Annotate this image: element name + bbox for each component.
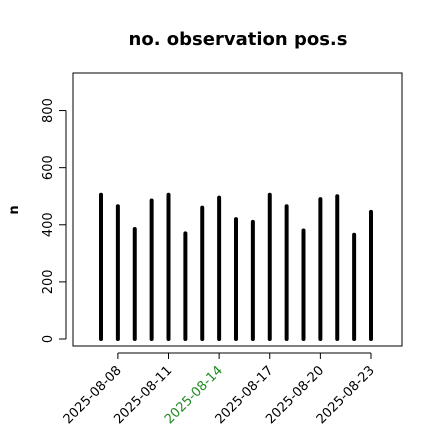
x-axis: 2025-08-082025-08-112025-08-142025-08-17…: [61, 352, 378, 427]
y-tick-label: 200: [41, 269, 56, 294]
bars: [99, 192, 373, 341]
y-tick-label: 600: [41, 155, 56, 180]
chart-title: no. observation pos.s: [129, 29, 348, 50]
y-axis-label: n: [7, 205, 22, 214]
y-tick-label: 0: [41, 335, 56, 343]
y-axis: 0 200 400 600 800: [41, 98, 67, 343]
y-tick-label: 800: [41, 98, 56, 123]
y-tick-label: 400: [41, 212, 56, 237]
plot-frame: [72, 72, 403, 347]
